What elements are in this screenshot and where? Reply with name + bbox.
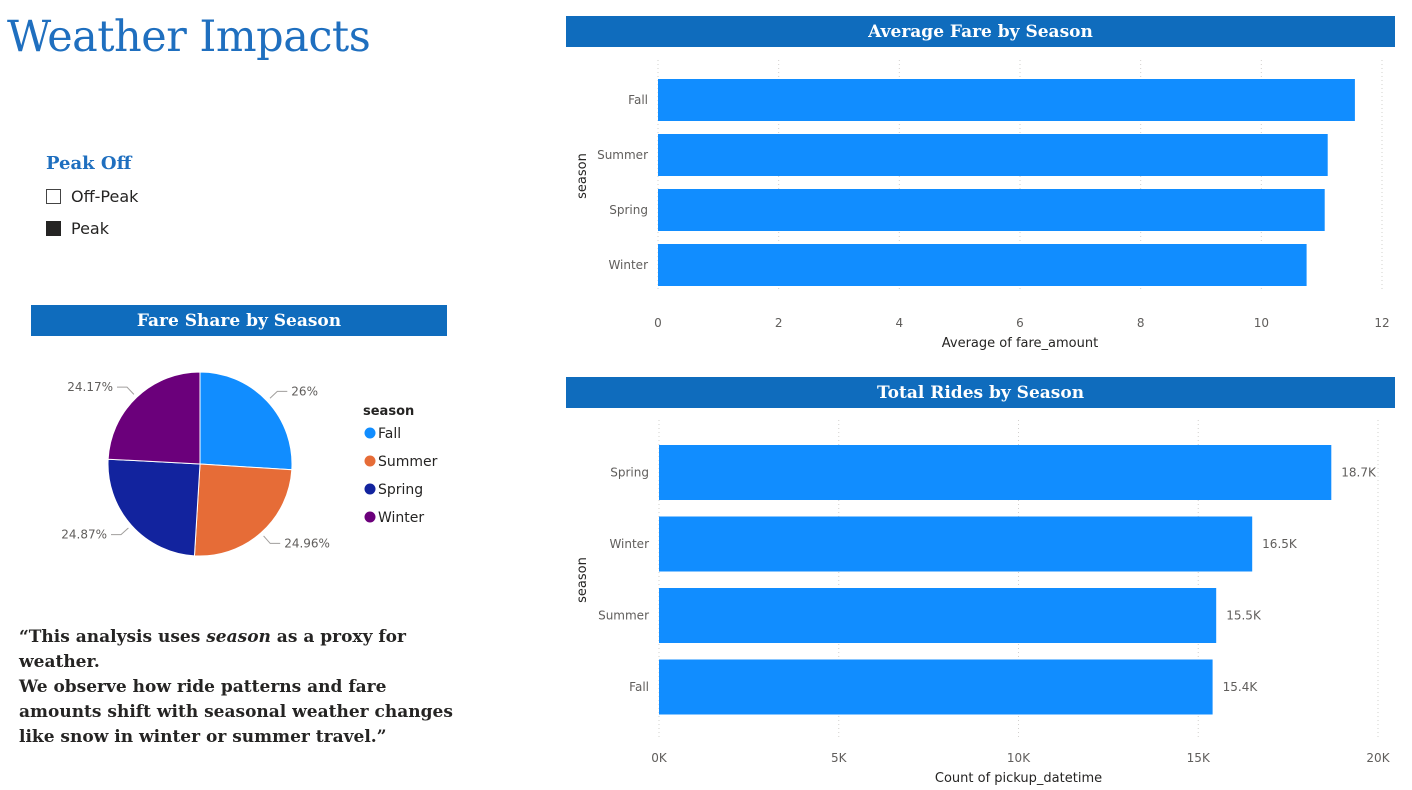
- bar-data-label: 15.4K: [1223, 680, 1259, 694]
- legend-item-winter: Winter: [378, 510, 424, 526]
- pie-data-label: 24.87%: [61, 528, 107, 542]
- quote-text: as a proxy for weather. We observe how r…: [19, 627, 453, 747]
- y-category-label: Winter: [609, 537, 649, 551]
- y-category-label: Spring: [610, 466, 649, 480]
- checkbox-peak[interactable]: [46, 220, 61, 236]
- pie-leader-line: [117, 386, 135, 395]
- quote-emphasis: season: [206, 627, 271, 647]
- pie-data-label: 26%: [291, 384, 318, 398]
- checkbox-off-peak[interactable]: [46, 188, 61, 204]
- x-tick-label: 20K: [1366, 751, 1390, 765]
- pie-leader-line: [263, 535, 281, 544]
- bar-fall: [659, 659, 1213, 715]
- bar-data-label: 18.7K: [1341, 466, 1377, 480]
- pie-leader-line: [111, 527, 129, 536]
- average-fare-chart-title: Average Fare by Season: [566, 16, 1395, 47]
- pie-data-label: 24.17%: [67, 380, 113, 394]
- y-axis-title: season: [575, 153, 590, 199]
- x-tick-label: 2: [775, 316, 783, 330]
- bar-spring: [659, 445, 1332, 500]
- y-category-label: Fall: [629, 680, 649, 694]
- peak-off-slicer: Peak Off Off-Peak Peak: [46, 153, 138, 244]
- x-tick-label: 8: [1137, 316, 1145, 330]
- bar-winter: [658, 244, 1307, 286]
- y-category-label: Spring: [609, 203, 648, 217]
- average-fare-bar-chart: 0 2 4 6 8 10 12 Fall Summer Spring Winter Average o…: [575, 60, 1390, 351]
- legend-item-fall: Fall: [378, 426, 401, 442]
- fare-share-pie-chart: 26% 24.96% 24.87% 24.17% season Fall Summer Spr…: [61, 371, 438, 557]
- bar-summer: [658, 134, 1328, 176]
- x-axis-title: Count of pickup_datetime: [935, 771, 1102, 786]
- bar-fall: [658, 79, 1355, 121]
- x-tick-label: 12: [1374, 316, 1389, 330]
- x-tick-label: 5K: [831, 751, 848, 765]
- bar-summer: [659, 588, 1217, 643]
- total-rides-chart-title: Total Rides by Season: [566, 377, 1395, 408]
- x-tick-label: 0: [654, 316, 662, 330]
- x-tick-label: 15K: [1187, 751, 1211, 765]
- y-category-label: Summer: [597, 148, 648, 162]
- x-tick-label: 0K: [651, 751, 668, 765]
- y-category-label: Winter: [608, 258, 648, 272]
- pie-leader-line: [269, 390, 288, 399]
- total-rides-bar-chart: 0K 5K 10K 15K 20K Spring 18.7K Winter 16.5K Summe…: [575, 420, 1391, 786]
- pie-slice-summer: [193, 463, 293, 557]
- x-tick-label: 10: [1254, 316, 1269, 330]
- pie-data-label: 24.96%: [284, 536, 330, 550]
- pie-slice-winter: [107, 371, 201, 465]
- legend-item-spring: Spring: [378, 482, 423, 498]
- legend-item-summer: Summer: [378, 454, 438, 470]
- legend-marker-fall: [364, 427, 376, 439]
- fare-share-chart-title: Fare Share by Season: [31, 305, 447, 336]
- slicer-item-off-peak[interactable]: Off-Peak: [46, 180, 138, 212]
- y-category-label: Fall: [628, 93, 648, 107]
- analysis-note: “This analysis uses season as a proxy fo…: [19, 625, 469, 750]
- legend-marker-winter: [364, 511, 376, 523]
- y-category-label: Summer: [598, 609, 649, 623]
- pie-slice-fall: [199, 371, 293, 471]
- slicer-item-label: Peak: [71, 218, 109, 238]
- bar-data-label: 16.5K: [1262, 537, 1298, 551]
- quote-text: “This analysis uses: [19, 627, 207, 647]
- bar-data-label: 15.5K: [1226, 609, 1262, 623]
- pie-slice-spring: [107, 458, 201, 557]
- y-axis-title: season: [575, 557, 590, 603]
- page-title: Weather Impacts: [7, 12, 371, 62]
- slicer-title: Peak Off: [46, 153, 132, 174]
- legend-title: season: [363, 404, 414, 419]
- legend-marker-summer: [364, 455, 376, 467]
- x-tick-label: 6: [1016, 316, 1024, 330]
- legend-marker-spring: [364, 483, 376, 495]
- x-axis-title: Average of fare_amount: [942, 336, 1098, 351]
- slicer-item-peak[interactable]: Peak: [46, 212, 138, 244]
- bar-spring: [658, 189, 1325, 231]
- slicer-item-label: Off-Peak: [71, 186, 139, 206]
- x-tick-label: 10K: [1007, 751, 1031, 765]
- x-tick-label: 4: [896, 316, 904, 330]
- bar-winter: [659, 516, 1253, 572]
